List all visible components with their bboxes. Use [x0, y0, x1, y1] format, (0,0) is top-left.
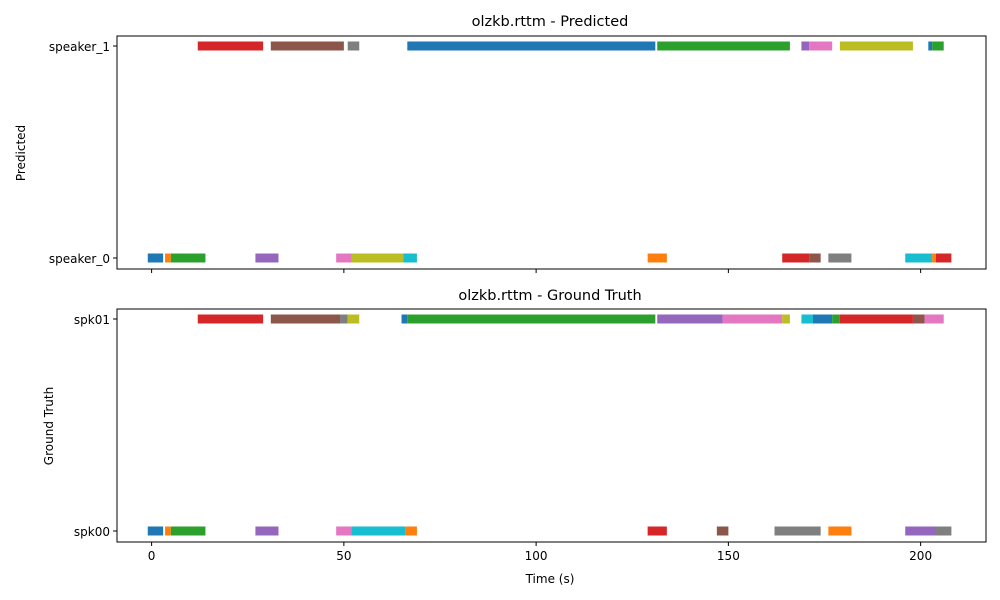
predicted-segment-speaker_1-8: [928, 41, 933, 51]
predicted-segment-speaker_1-7: [839, 41, 913, 51]
predicted-segment-speaker_0-15: [351, 253, 404, 263]
ground-truth-segment-spk00-15: [147, 526, 164, 536]
predicted-ytick-speaker-1: speaker_1: [49, 40, 110, 54]
ground-truth-segment-spk01-7: [722, 314, 783, 324]
x-tick-label-100: 100: [525, 549, 548, 563]
predicted-segment-speaker_0-14: [336, 253, 352, 263]
predicted-segment-speaker_1-0: [197, 41, 264, 51]
ground-truth-segment-spk01-8: [782, 314, 790, 324]
ground-truth-segment-spk00-19: [336, 526, 352, 536]
predicted-segment-speaker_1-1: [270, 41, 344, 51]
ground-truth-segment-spk01-5: [407, 314, 656, 324]
x-tick-label-0: 0: [148, 549, 156, 563]
ground-truth-segment-spk01-11: [832, 314, 840, 324]
predicted-segment-speaker_1-6: [809, 41, 833, 51]
ground-truth-segment-spk01-3: [347, 314, 360, 324]
ground-truth-segment-spk00-25: [828, 526, 852, 536]
predicted-segment-speaker_0-23: [936, 253, 952, 263]
x-axis-label: Time (s): [525, 572, 575, 586]
predicted-segment-speaker_0-22: [932, 253, 937, 263]
ground-truth-segment-spk00-24: [774, 526, 821, 536]
ground-truth-ylabel: Ground Truth: [42, 387, 56, 465]
predicted-segment-speaker_0-17: [647, 253, 667, 263]
predicted-segment-speaker_1-3: [407, 41, 656, 51]
ground-truth-segment-spk01-12: [839, 314, 913, 324]
predicted-segment-speaker_0-11: [165, 253, 171, 263]
predicted-panel: olzkb.rttm - Predicted Predicted speaker…: [14, 14, 987, 273]
ground-truth-segment-spk01-9: [801, 314, 813, 324]
x-tick-label-200: 200: [909, 549, 932, 563]
x-tick-label-150: 150: [717, 549, 740, 563]
predicted-x-ticks: [151, 269, 922, 273]
predicted-segment-speaker_0-19: [809, 253, 821, 263]
predicted-segment-speaker_0-16: [403, 253, 417, 263]
ground-truth-segment-spk01-0: [197, 314, 264, 324]
predicted-segment-speaker_0-12: [170, 253, 206, 263]
ground-truth-segment-spk00-27: [936, 526, 952, 536]
ground-truth-segments: [113, 314, 952, 536]
predicted-segment-speaker_1-5: [801, 41, 810, 51]
ground-truth-segment-spk00-20: [351, 526, 406, 536]
predicted-segment-speaker_0-13: [255, 253, 279, 263]
ground-truth-segment-spk00-26: [905, 526, 937, 536]
predicted-segment-speaker_0-10: [147, 253, 164, 263]
ground-truth-segment-spk00-17: [170, 526, 206, 536]
predicted-segment-speaker_0-21: [905, 253, 933, 263]
predicted-segments: [113, 41, 952, 263]
ground-truth-segment-spk01-4: [401, 314, 408, 324]
ground-truth-segment-spk01-13: [912, 314, 925, 324]
predicted-segment-speaker_1-9: [932, 41, 944, 51]
ground-truth-segment-spk00-23: [716, 526, 729, 536]
predicted-segment-speaker_1-2: [347, 41, 360, 51]
ground-truth-title: olzkb.rttm - Ground Truth: [458, 288, 641, 304]
ground-truth-ytick-spk01: spk01: [74, 313, 110, 327]
predicted-ylabel: Predicted: [14, 125, 28, 181]
ground-truth-segment-spk00-18: [255, 526, 279, 536]
ground-truth-segment-spk01-6: [657, 314, 723, 324]
ground-truth-segment-spk00-22: [647, 526, 667, 536]
ground-truth-segment-spk00-16: [165, 526, 171, 536]
predicted-segment-speaker_0-20: [828, 253, 852, 263]
ground-truth-segment-spk00-21: [405, 526, 417, 536]
predicted-segment-speaker_0-18: [782, 253, 810, 263]
ground-truth-axes-frame: [116, 308, 987, 543]
ground-truth-panel: olzkb.rttm - Ground Truth Ground Truth s…: [42, 288, 987, 563]
ground-truth-segment-spk01-14: [924, 314, 944, 324]
predicted-segment-speaker_1-4: [657, 41, 790, 51]
ground-truth-segment-spk01-10: [812, 314, 833, 324]
predicted-axes-frame: [116, 35, 987, 270]
ground-truth-ytick-spk00: spk00: [74, 525, 110, 539]
ground-truth-segment-spk01-2: [340, 314, 348, 324]
predicted-title: olzkb.rttm - Predicted: [472, 14, 629, 30]
ground-truth-segment-spk01-1: [270, 314, 341, 324]
predicted-ytick-speaker-0: speaker_0: [49, 252, 110, 266]
x-tick-label-50: 50: [336, 549, 351, 563]
ground-truth-x-ticks: 0 50 100 150 200: [148, 542, 932, 563]
